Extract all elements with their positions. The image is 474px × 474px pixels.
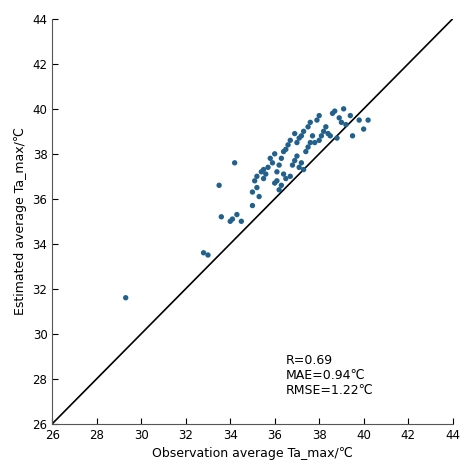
Point <box>262 170 270 178</box>
Point <box>320 128 328 135</box>
Point <box>228 215 236 223</box>
Point <box>249 202 256 210</box>
Point <box>293 139 301 146</box>
Point <box>360 125 367 133</box>
Point <box>313 116 321 124</box>
Point <box>322 123 329 131</box>
Point <box>340 105 347 113</box>
Point <box>200 249 207 256</box>
Point <box>275 161 283 169</box>
Point <box>269 159 276 167</box>
Point <box>336 114 343 122</box>
Point <box>249 188 256 196</box>
Point <box>253 184 261 191</box>
Point <box>233 211 241 219</box>
Point <box>333 134 341 142</box>
Point <box>349 132 356 140</box>
Point <box>286 173 294 180</box>
Point <box>278 155 285 162</box>
Point <box>282 175 290 182</box>
Point <box>311 139 319 146</box>
Point <box>291 130 299 137</box>
Point <box>304 143 312 151</box>
Point <box>309 132 316 140</box>
Point <box>304 123 312 131</box>
X-axis label: Observation average Ta_max/℃: Observation average Ta_max/℃ <box>152 447 353 460</box>
Point <box>260 166 267 173</box>
Point <box>300 166 308 173</box>
Point <box>324 130 332 137</box>
Point <box>342 121 350 128</box>
Point <box>253 173 261 180</box>
Point <box>237 218 245 225</box>
Point <box>275 186 283 193</box>
Point <box>260 175 267 182</box>
Point <box>298 159 305 167</box>
Point <box>315 112 323 119</box>
Point <box>356 116 363 124</box>
Point <box>289 161 296 169</box>
Point <box>331 107 338 115</box>
Point <box>346 112 354 119</box>
Point <box>215 182 223 189</box>
Point <box>337 118 345 126</box>
Point <box>293 152 301 160</box>
Point <box>291 157 299 164</box>
Point <box>251 177 258 184</box>
Point <box>315 137 323 144</box>
Point <box>266 155 274 162</box>
Point <box>273 177 281 184</box>
Point <box>280 148 287 155</box>
Point <box>278 182 285 189</box>
Point <box>329 109 337 117</box>
Point <box>122 294 129 301</box>
Point <box>257 168 265 175</box>
Point <box>302 148 310 155</box>
Y-axis label: Estimated average Ta_max/℃: Estimated average Ta_max/℃ <box>14 128 27 315</box>
Point <box>295 134 303 142</box>
Point <box>307 118 314 126</box>
Point <box>282 146 290 153</box>
Point <box>271 179 279 187</box>
Point <box>273 168 281 175</box>
Point <box>280 170 287 178</box>
Point <box>271 150 279 158</box>
Point <box>255 193 263 201</box>
Point <box>218 213 225 220</box>
Point <box>204 251 212 259</box>
Point <box>264 164 272 171</box>
Point <box>307 139 314 146</box>
Point <box>365 116 372 124</box>
Point <box>231 159 238 167</box>
Point <box>300 128 308 135</box>
Point <box>318 132 325 140</box>
Text: R=0.69
MAE=0.94℃
RMSE=1.22℃: R=0.69 MAE=0.94℃ RMSE=1.22℃ <box>286 354 374 397</box>
Point <box>295 164 303 171</box>
Point <box>227 218 234 225</box>
Point <box>327 132 334 140</box>
Point <box>284 141 292 149</box>
Point <box>286 137 294 144</box>
Point <box>298 132 305 140</box>
